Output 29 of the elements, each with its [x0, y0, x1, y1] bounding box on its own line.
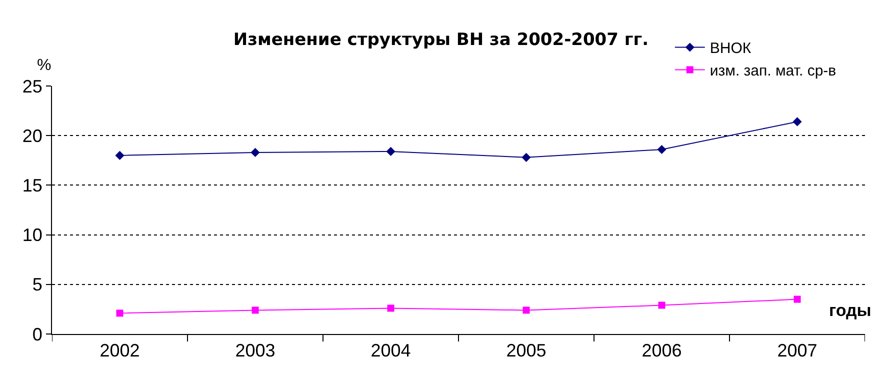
legend-label: изм. зап. мат. ср-в [710, 62, 836, 80]
x-tick-label: 2007 [777, 340, 818, 361]
x-tick-label: 2004 [370, 340, 411, 361]
chart-title: Изменение структуры ВН за 2002-2007 гг. [233, 30, 649, 50]
y-tick-label: 5 [32, 274, 42, 295]
x-tick-label: 2006 [642, 340, 682, 361]
x-tick-label: 2003 [235, 340, 276, 361]
point [116, 310, 124, 317]
x-tick-label: 2002 [100, 340, 140, 361]
point [522, 306, 530, 314]
y-tick-label: 15 [22, 176, 42, 196]
y-tick-label: 25 [22, 76, 42, 96]
y-tick-label: 10 [22, 225, 42, 246]
point [792, 117, 802, 126]
point [658, 302, 666, 309]
point [252, 306, 259, 314]
point [387, 304, 394, 312]
y-axis-title: % [37, 57, 52, 74]
x-axis-title: годы [829, 301, 872, 320]
point [794, 296, 801, 303]
legend-label: ВНОК [710, 40, 752, 58]
point [250, 148, 260, 158]
point [522, 152, 531, 162]
point [115, 150, 124, 160]
y-tick-label: 20 [22, 126, 42, 146]
point [386, 146, 396, 156]
point [657, 144, 666, 154]
y-tick-label: 0 [32, 324, 42, 344]
x-tick-label: 2005 [506, 340, 546, 361]
